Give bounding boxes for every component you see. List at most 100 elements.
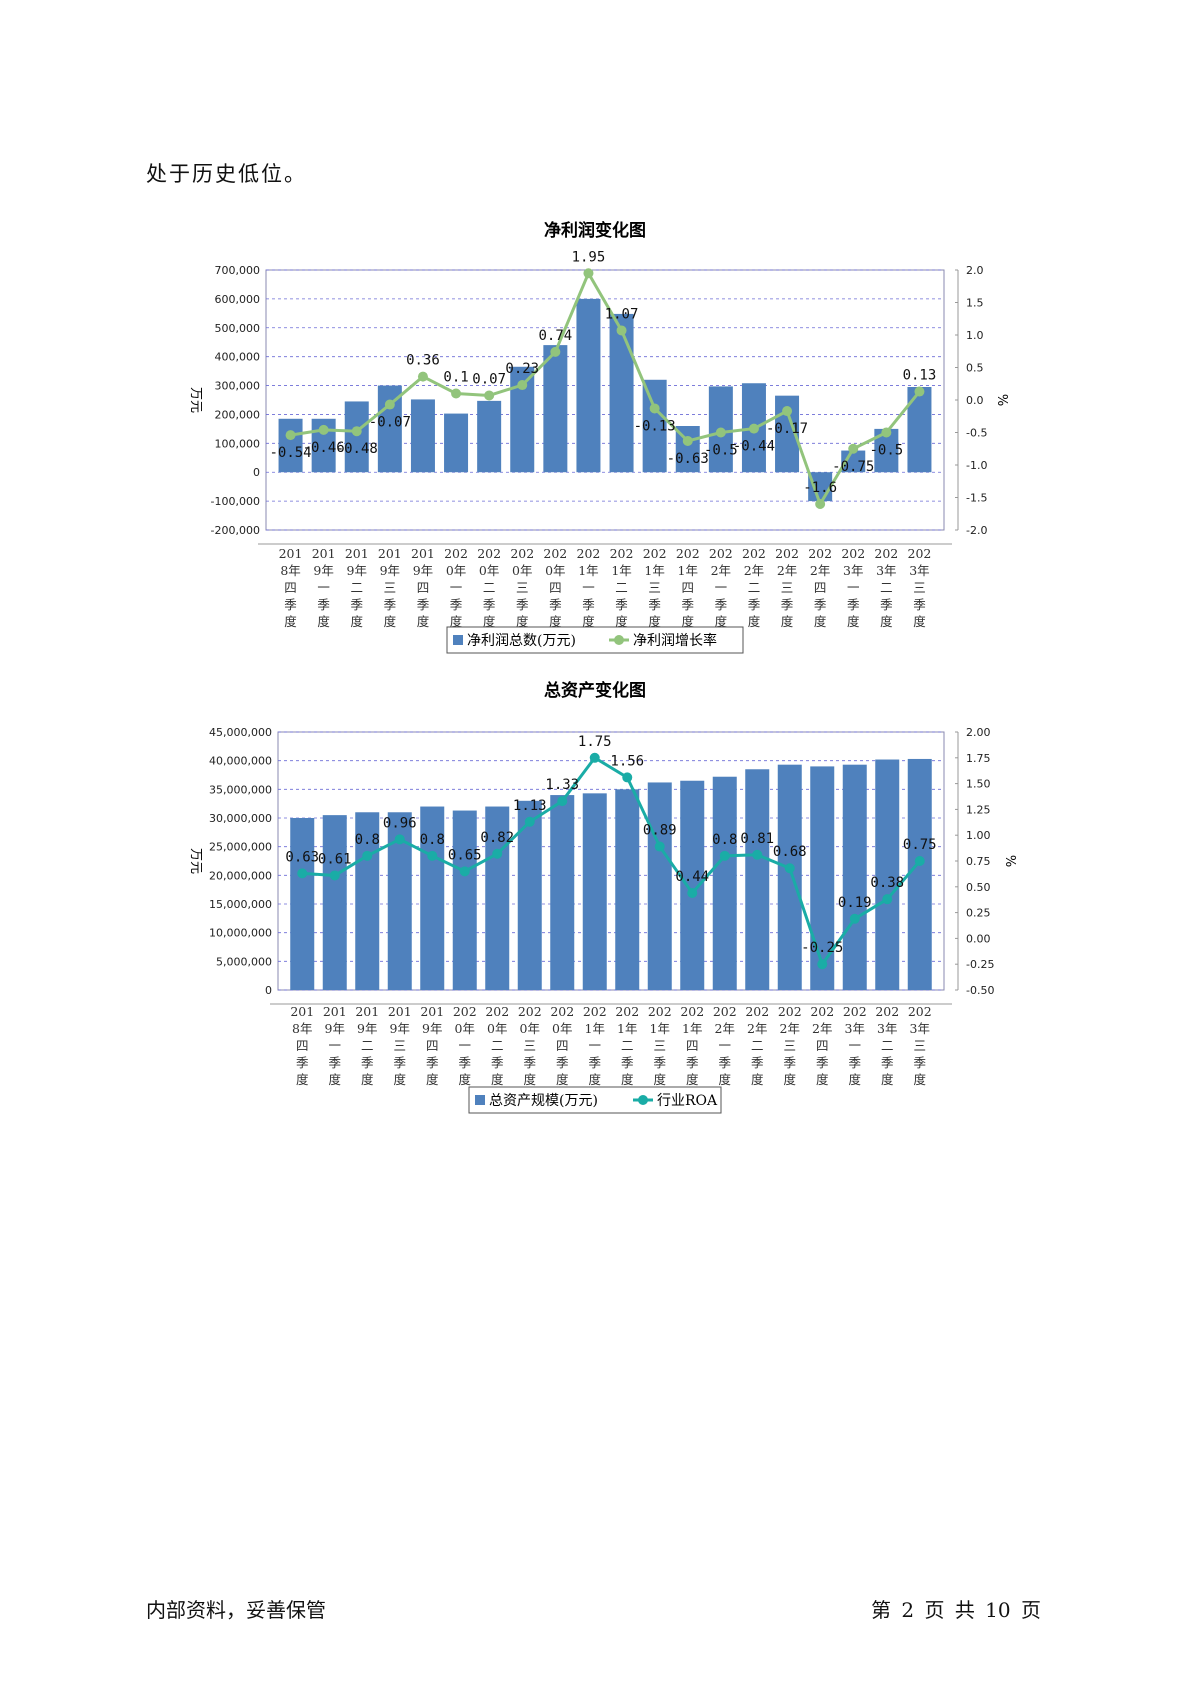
right-tick-label: 0.0 — [966, 394, 984, 407]
x-tick-label: 度 — [621, 1072, 634, 1087]
bar — [410, 399, 435, 473]
bar — [477, 400, 502, 473]
x-tick-label: 二 — [491, 1038, 504, 1053]
x-tick-label: 度 — [491, 1072, 504, 1087]
line-point — [351, 426, 362, 437]
x-tick-label: 度 — [913, 1072, 926, 1087]
right-tick-label: 0.00 — [966, 932, 991, 945]
x-tick-label: 度 — [783, 1072, 796, 1087]
x-tick-label: 2年 — [777, 563, 797, 578]
x-tick-label: 202 — [610, 546, 634, 561]
x-tick-label: 201 — [279, 546, 303, 561]
data-label: 0.75 — [903, 837, 937, 853]
legend-line-label: 行业ROA — [657, 1093, 718, 1109]
left-tick-label: 35,000,000 — [209, 783, 272, 796]
data-label: -0.48 — [336, 441, 378, 457]
bar — [543, 345, 568, 473]
x-tick-label: 度 — [814, 614, 827, 629]
line-point — [297, 868, 308, 879]
x-tick-label: 202 — [841, 546, 865, 561]
data-label: -1.6 — [803, 480, 837, 496]
x-tick-label: 度 — [781, 614, 794, 629]
x-tick-label: 2年 — [711, 563, 731, 578]
x-tick-label: 202 — [518, 1004, 542, 1019]
bar-series — [290, 758, 932, 990]
x-tick-label: 度 — [549, 614, 562, 629]
legend: 净利润总数(万元) 净利润增长率 — [446, 626, 744, 654]
right-tick-label: 2.00 — [966, 726, 991, 739]
x-tick-label: 度 — [350, 614, 363, 629]
footer-confidential-note: 内部资料，妥善保管 — [146, 1598, 326, 1622]
x-tick-label: 度 — [648, 614, 661, 629]
left-tick-label: 400,000 — [215, 351, 261, 364]
data-label: 1.56 — [610, 753, 644, 769]
x-tick-label: 2年 — [780, 1021, 800, 1036]
x-tick-label: 2年 — [744, 563, 764, 578]
x-tick-label: 202 — [453, 1004, 477, 1019]
x-tick-label: 季 — [588, 1055, 601, 1070]
right-tick-label: 0.75 — [966, 855, 991, 868]
x-tick-label: 0年 — [512, 563, 532, 578]
x-tick-label: 1年 — [644, 563, 664, 578]
left-tick-label: 700,000 — [215, 264, 261, 277]
x-tick-label: 四 — [556, 1038, 569, 1053]
line-point — [484, 390, 495, 401]
x-tick-label: 季 — [328, 1055, 341, 1070]
line-point — [427, 850, 438, 861]
right-tick-label: 1.00 — [966, 829, 991, 842]
line-point — [417, 371, 428, 382]
bar — [808, 472, 833, 502]
right-tick-label: 1.25 — [966, 803, 991, 816]
x-tick-label: 2年 — [747, 1021, 767, 1036]
x-tick-label: 202 — [643, 546, 667, 561]
x-tick-label: 度 — [816, 1072, 829, 1087]
data-label: 0.07 — [472, 371, 506, 387]
bar — [290, 818, 315, 990]
right-tick-label: -0.25 — [966, 958, 994, 971]
line-point — [848, 443, 859, 454]
x-tick-label: 度 — [686, 1072, 699, 1087]
x-tick-label: 一 — [847, 580, 860, 595]
x-tick-label: 季 — [317, 597, 330, 612]
bar — [642, 379, 667, 473]
line-point — [784, 863, 795, 874]
x-tick-label: 9年 — [422, 1021, 442, 1036]
left-tick-label: 30,000,000 — [209, 812, 272, 825]
x-tick-label: 202 — [874, 546, 898, 561]
x-tick-label: 202 — [680, 1004, 704, 1019]
total-assets-chart: 总资产变化图 0 5,000,000 10,000,000 15,000,000 20,0… — [0, 668, 1191, 1188]
x-tick-label: 一 — [588, 1038, 601, 1053]
data-label: 0.61 — [318, 851, 352, 867]
data-label: -0.46 — [303, 440, 345, 456]
line-point — [589, 752, 600, 763]
bar — [712, 776, 737, 990]
x-tick-label: 度 — [450, 614, 463, 629]
x-tick-label: 一 — [317, 580, 330, 595]
x-tick-label: 度 — [751, 1072, 764, 1087]
data-label: 0.63 — [285, 849, 319, 865]
x-tick-label: 度 — [653, 1072, 666, 1087]
x-tick-label: 季 — [880, 597, 893, 612]
x-tick-label: 二 — [751, 1038, 764, 1053]
line-point — [687, 887, 698, 898]
x-tick-label: 季 — [350, 597, 363, 612]
left-tick-label: 40,000,000 — [209, 755, 272, 768]
x-tick-label: 一 — [715, 580, 728, 595]
x-tick-label: 度 — [516, 614, 529, 629]
x-tick-label: 季 — [913, 1055, 926, 1070]
x-tick-label: 三 — [384, 580, 397, 595]
x-tick-label: 度 — [417, 614, 430, 629]
x-tick-label: 二 — [615, 580, 628, 595]
x-tick-label: 季 — [686, 1055, 699, 1070]
x-tick-label: 201 — [388, 1004, 412, 1019]
x-tick-label: 202 — [510, 546, 534, 561]
x-tick-label: 202 — [648, 1004, 672, 1019]
x-tick-label: 季 — [751, 1055, 764, 1070]
x-tick-label: 度 — [718, 1072, 731, 1087]
x-tick-label: 2年 — [812, 1021, 832, 1036]
x-tick-label: 度 — [328, 1072, 341, 1087]
line-point — [815, 499, 826, 509]
x-tick-label: 四 — [284, 580, 297, 595]
left-tick-label: 0 — [253, 466, 260, 479]
x-tick-label: 202 — [615, 1004, 639, 1019]
